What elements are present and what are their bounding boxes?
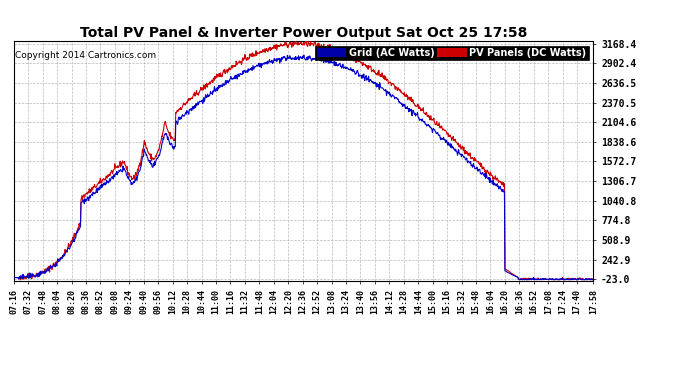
Title: Total PV Panel & Inverter Power Output Sat Oct 25 17:58: Total PV Panel & Inverter Power Output S…	[80, 26, 527, 40]
Legend: Grid (AC Watts), PV Panels (DC Watts): Grid (AC Watts), PV Panels (DC Watts)	[315, 46, 589, 60]
Text: Copyright 2014 Cartronics.com: Copyright 2014 Cartronics.com	[15, 51, 156, 60]
